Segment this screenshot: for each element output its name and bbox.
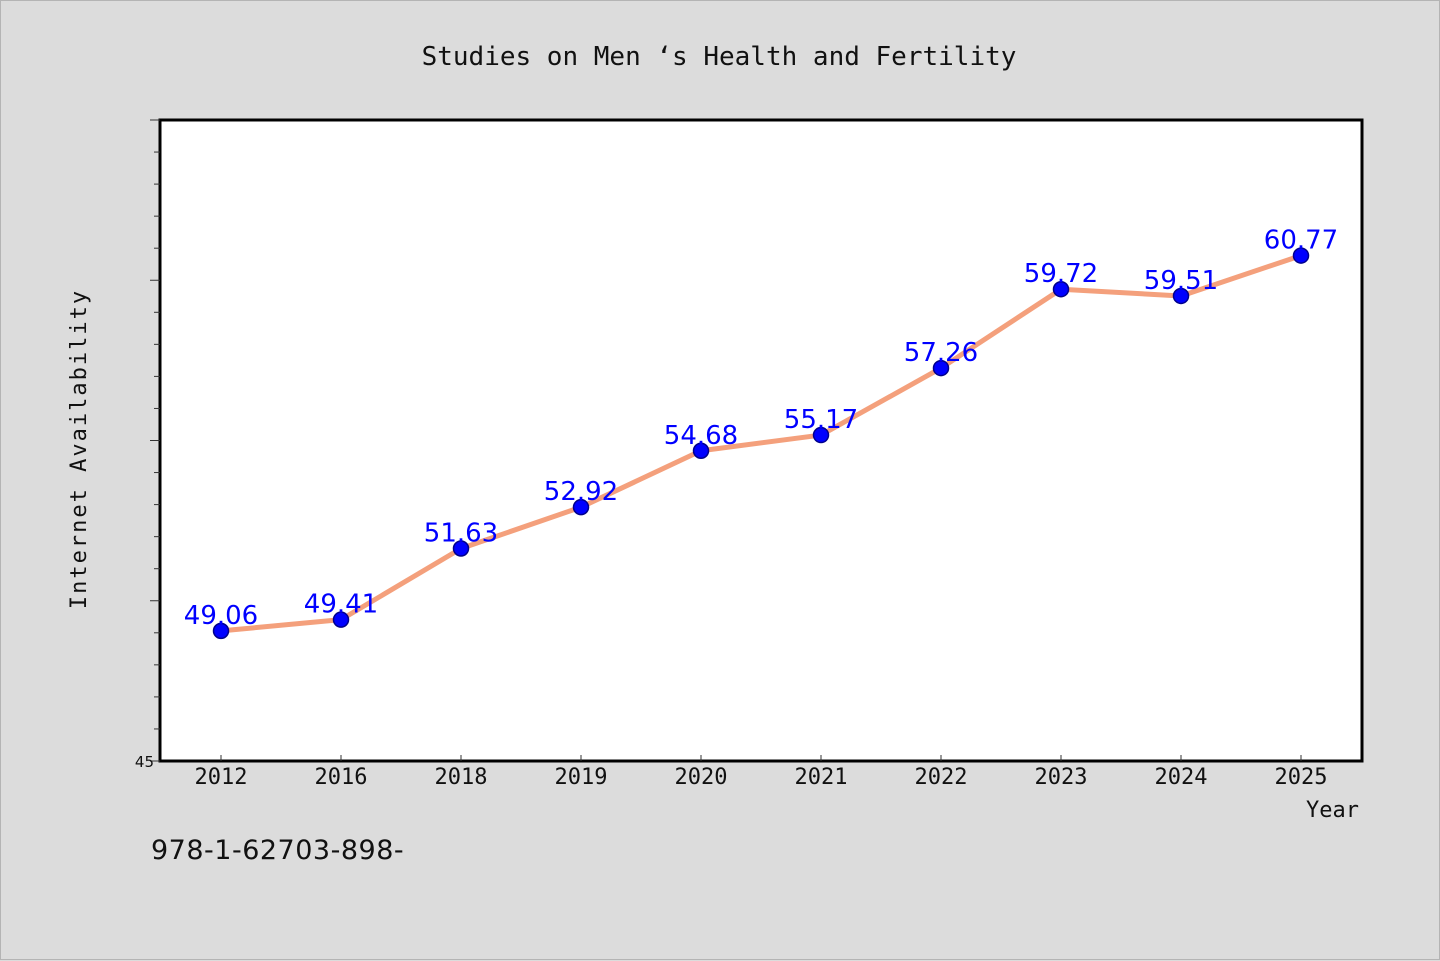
data-label: 52.92 xyxy=(544,477,618,507)
series-line xyxy=(218,253,1304,634)
data-label: 57.26 xyxy=(904,338,978,368)
data-label: 54.68 xyxy=(664,421,738,451)
data-point xyxy=(812,426,830,444)
data-point xyxy=(572,498,590,516)
x-tick-label: 2023 xyxy=(1035,765,1088,790)
data-point xyxy=(1052,280,1070,298)
data-point xyxy=(692,442,710,460)
x-tick-label: 2018 xyxy=(435,765,488,790)
data-series: 49.06 49.41 51.63 52.92 54.68 55.17 57.26 59.72… xyxy=(184,226,1338,640)
data-point xyxy=(452,540,470,557)
data-label: 55.17 xyxy=(784,405,858,435)
x-tick-label: 2021 xyxy=(795,765,848,790)
data-label: 51.63 xyxy=(424,519,498,549)
data-point xyxy=(212,622,230,640)
y-axis-ticks xyxy=(150,119,160,762)
y-axis-label: Internet Availability xyxy=(67,289,92,609)
data-point xyxy=(1172,287,1190,305)
x-tick-label: 2019 xyxy=(555,765,608,790)
data-point xyxy=(332,611,350,628)
x-tick-label: 2016 xyxy=(315,765,368,790)
data-point xyxy=(1292,247,1310,264)
data-point xyxy=(932,359,950,377)
data-label: 59.51 xyxy=(1144,266,1218,296)
data-label: 60.77 xyxy=(1264,226,1338,256)
x-axis-ticks xyxy=(220,755,1302,761)
x-tick-label: 2025 xyxy=(1275,765,1328,790)
x-tick-label: 2012 xyxy=(195,765,248,790)
y-axis-tick-labels: 45 xyxy=(135,753,154,771)
footer-code: 978-1-62703-898- xyxy=(151,835,405,866)
data-label: 59.72 xyxy=(1024,259,1098,289)
x-tick-label: 2022 xyxy=(915,765,968,790)
x-tick-label: 2024 xyxy=(1155,765,1208,790)
chart-title: Studies on Men ‘s Health and Fertility xyxy=(422,42,1017,72)
y-tick-label: 45 xyxy=(135,753,154,771)
x-axis-tick-labels: 2012 2016 2018 2019 2020 2021 2022 2023 2024 2025 xyxy=(195,765,1328,790)
data-label: 49.41 xyxy=(304,590,378,620)
x-axis-label: Year xyxy=(1306,798,1359,823)
x-tick-label: 2020 xyxy=(675,765,728,790)
data-label: 49.06 xyxy=(184,601,258,631)
